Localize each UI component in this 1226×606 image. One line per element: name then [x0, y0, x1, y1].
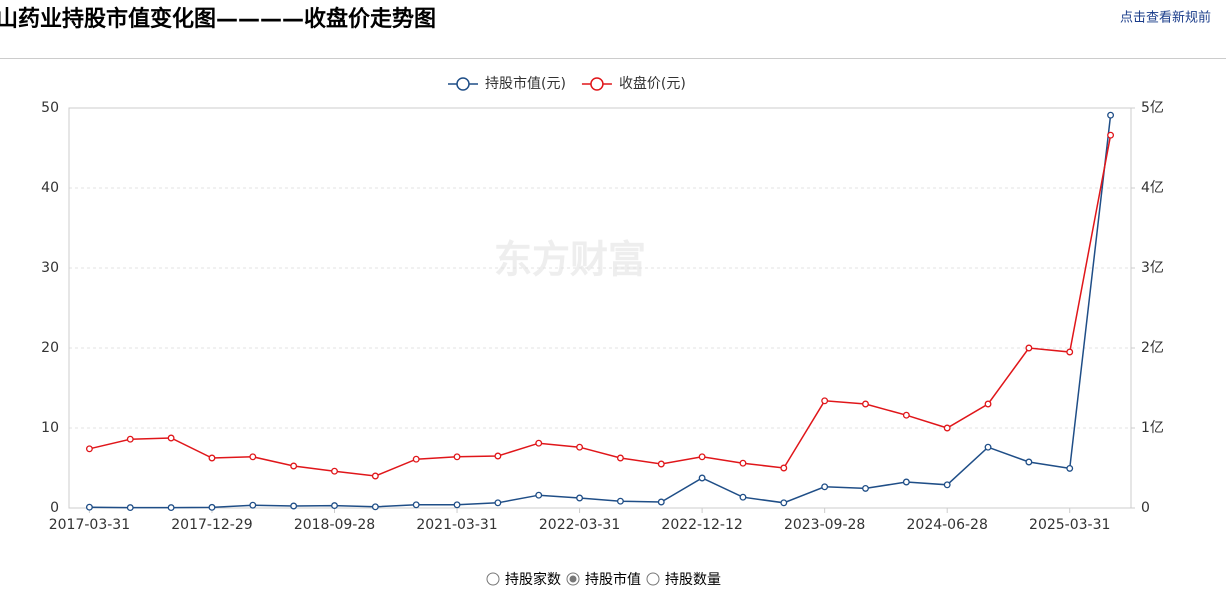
legend-marker — [590, 77, 604, 91]
series-line — [89, 115, 1112, 509]
point — [494, 499, 502, 507]
plot-frame — [68, 107, 1132, 509]
x-tick-label: 2022-03-31 — [539, 517, 620, 533]
y2-tick-label: 4亿 — [1141, 180, 1164, 196]
point — [862, 400, 869, 408]
point — [290, 462, 298, 470]
radio-label[interactable]: 持股市值 — [585, 571, 641, 588]
point — [1025, 344, 1033, 352]
point — [290, 502, 298, 510]
point — [943, 424, 951, 432]
point — [167, 504, 175, 512]
point — [657, 498, 665, 506]
point — [208, 454, 216, 462]
legend-label: 持股市值(元) — [485, 75, 566, 92]
x-tick-label: 2021-03-31 — [416, 517, 497, 533]
legend-label: 收盘价(元) — [619, 75, 686, 92]
x-tick-label: 2022-12-12 — [661, 517, 742, 533]
point — [780, 464, 788, 472]
point — [1107, 111, 1115, 119]
point — [576, 494, 584, 502]
radio-dot — [569, 575, 577, 583]
point — [494, 452, 502, 460]
point — [331, 467, 338, 475]
point — [535, 439, 543, 447]
point — [739, 459, 747, 467]
point — [1066, 464, 1074, 472]
y2-tick-label: 1亿 — [1141, 420, 1164, 436]
point — [821, 483, 829, 491]
point — [902, 411, 910, 419]
y-tick-label: 30 — [41, 260, 59, 276]
radio-label[interactable]: 持股数量 — [665, 572, 721, 588]
y2-tick-label: 0 — [1141, 500, 1150, 516]
point — [576, 443, 584, 451]
x-tick-label: 2017-03-31 — [49, 517, 130, 533]
y-tick-label: 20 — [41, 340, 59, 356]
point — [371, 472, 379, 480]
point — [208, 503, 216, 511]
point — [943, 481, 951, 489]
point — [616, 454, 624, 462]
point — [126, 435, 134, 443]
point — [821, 397, 829, 405]
point — [1107, 131, 1115, 139]
point — [780, 499, 788, 507]
watermark: 东方财富 — [494, 238, 646, 282]
point — [616, 497, 624, 505]
point — [331, 502, 338, 510]
x-tick-label: 2024-06-28 — [907, 517, 988, 533]
point — [453, 501, 461, 509]
point — [862, 484, 869, 492]
point — [167, 434, 175, 442]
point — [126, 504, 134, 512]
point — [85, 503, 93, 511]
point — [412, 455, 420, 463]
point — [739, 493, 747, 501]
point — [657, 460, 665, 468]
point — [453, 453, 461, 461]
point — [85, 445, 93, 453]
point — [1066, 348, 1074, 356]
point — [1025, 458, 1033, 466]
point — [902, 478, 910, 486]
x-tick-label: 2018-09-28 — [294, 517, 375, 533]
point — [412, 501, 420, 509]
radio-label[interactable]: 持股家数 — [505, 571, 561, 588]
y-tick-label: 40 — [41, 180, 59, 196]
y-tick-label: 50 — [41, 100, 59, 116]
point — [698, 453, 706, 461]
link[interactable]: 点击查看新规前 — [1120, 10, 1211, 26]
point — [984, 400, 992, 408]
x-tick-label: 2025-03-31 — [1029, 517, 1110, 533]
series-line — [89, 135, 1112, 477]
radio[interactable] — [486, 572, 500, 586]
y-tick-label: 0 — [50, 500, 59, 516]
y2-tick-label: 2亿 — [1141, 340, 1164, 356]
y-tick-label: 10 — [41, 420, 59, 436]
x-tick-label: 2023-09-28 — [784, 517, 865, 533]
y2-tick-label: 3亿 — [1141, 260, 1164, 276]
y2-tick-label: 5亿 — [1141, 100, 1164, 116]
point — [371, 503, 379, 511]
point — [249, 501, 257, 509]
point — [984, 443, 992, 451]
page-title: 山药业持股市值变化图————收盘价走势图 — [0, 6, 436, 32]
radio[interactable] — [646, 572, 660, 586]
point — [249, 453, 257, 461]
x-tick-label: 2017-12-29 — [171, 517, 252, 533]
point — [535, 491, 543, 499]
point — [698, 474, 706, 482]
legend-marker — [456, 77, 470, 91]
